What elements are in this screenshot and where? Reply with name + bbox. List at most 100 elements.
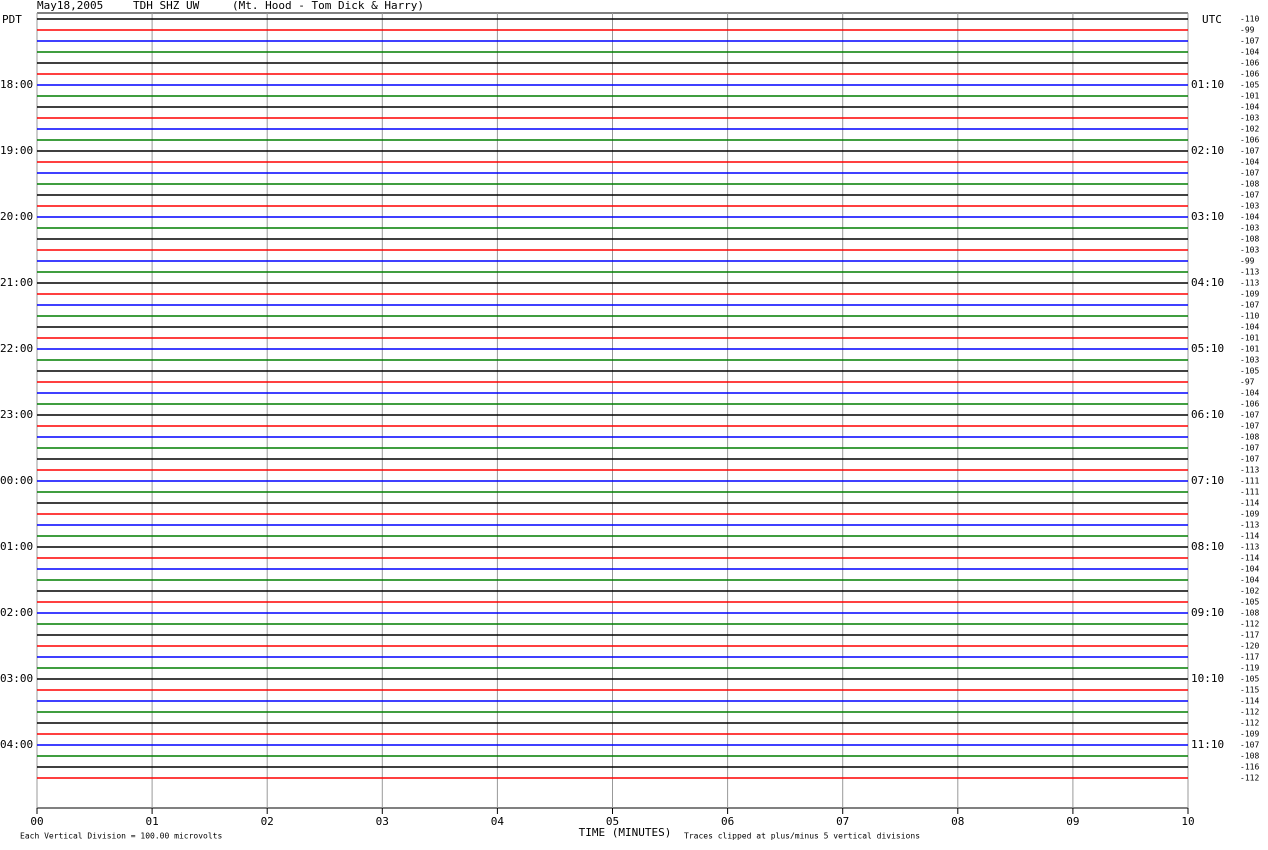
utc-label: 01:10 [1191,78,1224,91]
offset-label: -103 [1240,224,1259,233]
offset-label: -113 [1240,543,1259,552]
offset-label: -109 [1240,730,1259,739]
offset-label: -101 [1240,92,1259,101]
offset-label: -117 [1240,631,1259,640]
offset-label: -115 [1240,686,1259,695]
x-tick-label: 04 [491,815,505,828]
offset-label: -103 [1240,202,1259,211]
offset-label: -107 [1240,147,1259,156]
offset-label: -111 [1240,488,1259,497]
utc-label: 08:10 [1191,540,1224,553]
offset-label: -97 [1240,378,1255,387]
offset-label: -102 [1240,587,1259,596]
offset-label: -113 [1240,268,1259,277]
offset-label: -104 [1240,213,1259,222]
location: (Mt. Hood - Tom Dick & Harry) [232,0,424,12]
x-tick-label: 08 [951,815,964,828]
offset-label: -104 [1240,565,1259,574]
offset-label: -108 [1240,433,1259,442]
offset-label: -106 [1240,70,1259,79]
x-tick-label: 07 [836,815,849,828]
utc-label: 07:10 [1191,474,1224,487]
utc-label: 11:10 [1191,738,1224,751]
pdt-label: 03:00 [0,672,33,685]
offset-label: -105 [1240,81,1259,90]
x-tick-label: 01 [145,815,158,828]
offset-label: -110 [1240,312,1259,321]
offset-label: -107 [1240,411,1259,420]
offset-label: -117 [1240,653,1259,662]
utc-label: 03:10 [1191,210,1224,223]
offset-label: -112 [1240,719,1259,728]
offset-label: -106 [1240,136,1259,145]
offset-label: -101 [1240,334,1259,343]
pdt-label: 23:00 [0,408,33,421]
pdt-label: 22:00 [0,342,33,355]
x-tick-label: 00 [30,815,43,828]
offset-label: -105 [1240,598,1259,607]
offset-label: -109 [1240,290,1259,299]
offset-label: -104 [1240,48,1259,57]
station: TDH SHZ UW [133,0,200,12]
pdt-label: 00:00 [0,474,33,487]
utc-label: 02:10 [1191,144,1224,157]
offset-label: -113 [1240,279,1259,288]
date: May18,2005 [37,0,103,12]
x-tick-label: 02 [261,815,274,828]
offset-label: -103 [1240,114,1259,123]
x-tick-label: 09 [1066,815,1079,828]
offset-label: -104 [1240,323,1259,332]
offset-label: -107 [1240,455,1259,464]
footer-left: Each Vertical Division = 100.00 microvol… [20,832,222,841]
offset-label: -119 [1240,664,1259,673]
offset-label: -107 [1240,422,1259,431]
offset-label: -112 [1240,620,1259,629]
x-tick-label: 05 [606,815,619,828]
offset-label: -107 [1240,191,1259,200]
utc-label: 05:10 [1191,342,1224,355]
offset-label: -105 [1240,675,1259,684]
offset-label: -108 [1240,752,1259,761]
pdt-label: 02:00 [0,606,33,619]
offset-label: -108 [1240,180,1259,189]
offset-label: -114 [1240,554,1259,563]
offset-label: -110 [1240,15,1259,24]
pdt-label: 04:00 [0,738,33,751]
offset-label: -107 [1240,169,1259,178]
left-title: PDT [2,13,22,26]
offset-label: -106 [1240,400,1259,409]
pdt-label: 18:00 [0,78,33,91]
offset-label: -102 [1240,125,1259,134]
offset-label: -116 [1240,763,1259,772]
offset-label: -103 [1240,246,1259,255]
x-tick-label: 10 [1181,815,1194,828]
offset-label: -114 [1240,499,1259,508]
right-title: UTC [1202,13,1222,26]
offset-label: -112 [1240,774,1259,783]
offset-label: -109 [1240,510,1259,519]
pdt-label: 19:00 [0,144,33,157]
offset-label: -99 [1240,257,1255,266]
offset-label: -113 [1240,466,1259,475]
offset-label: -108 [1240,235,1259,244]
offset-label: -112 [1240,708,1259,717]
utc-label: 10:10 [1191,672,1224,685]
utc-label: 04:10 [1191,276,1224,289]
x-title: TIME (MINUTES) [579,826,672,839]
pdt-label: 01:00 [0,540,33,553]
offset-label: -104 [1240,389,1259,398]
offset-label: -99 [1240,26,1255,35]
offset-label: -103 [1240,356,1259,365]
offset-label: -106 [1240,59,1259,68]
offset-label: -101 [1240,345,1259,354]
offset-label: -107 [1240,37,1259,46]
offset-label: -108 [1240,609,1259,618]
offset-label: -113 [1240,521,1259,530]
utc-label: 09:10 [1191,606,1224,619]
offset-label: -120 [1240,642,1259,651]
offset-label: -114 [1240,697,1259,706]
pdt-label: 20:00 [0,210,33,223]
offset-label: -105 [1240,367,1259,376]
